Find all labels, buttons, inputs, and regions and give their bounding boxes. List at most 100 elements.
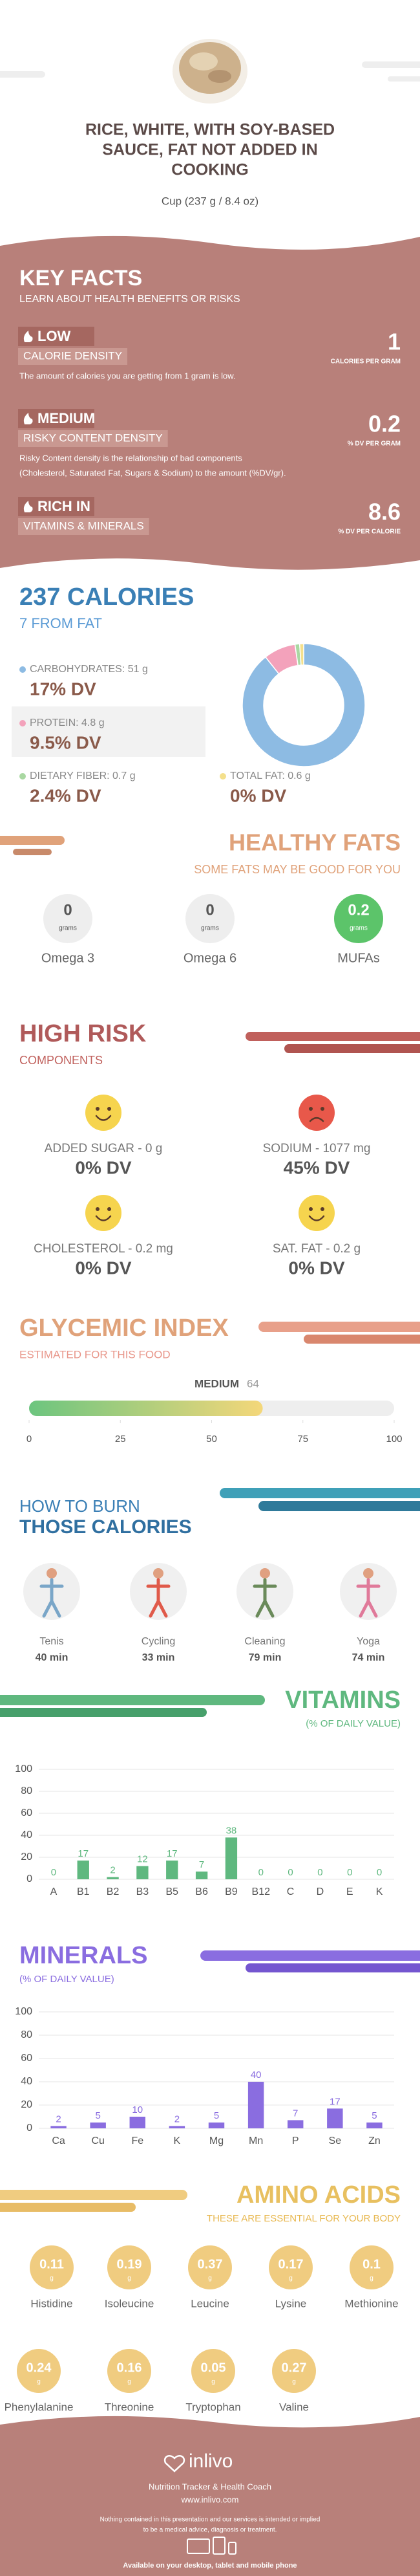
fact-description: (Cholesterol, Saturated Fat, Sugars & So… xyxy=(19,468,286,477)
bar xyxy=(166,1861,178,1879)
fact-description: The amount of calories you are getting f… xyxy=(19,371,236,380)
risk-dv: 0% DV xyxy=(75,1258,131,1278)
food-image xyxy=(173,39,247,104)
legend-label: DIETARY FIBER: 0.7 g xyxy=(30,770,136,781)
badge-icon xyxy=(23,501,33,512)
bar xyxy=(50,2126,67,2128)
amino-value: 0.19 xyxy=(117,2257,142,2271)
fat-name: Omega 3 xyxy=(41,951,94,965)
fat-name: Omega 6 xyxy=(184,951,236,965)
amino-name: Threonine xyxy=(105,2401,154,2413)
activity-name: Yoga xyxy=(357,1636,380,1647)
fact-name-background xyxy=(18,430,168,447)
gi-level: MEDIUM xyxy=(194,1377,239,1390)
activity-figure xyxy=(356,1578,381,1618)
amino-circle xyxy=(30,2245,74,2289)
dv-label: 9.5% DV xyxy=(30,732,101,752)
bar-value-label: 0 xyxy=(258,1867,264,1878)
amino-name: Isoleucine xyxy=(105,2297,154,2309)
y-tick-label: 80 xyxy=(21,1785,32,1796)
legend-band xyxy=(12,706,205,757)
risk-label: SAT. FAT - 0.2 g xyxy=(273,1242,361,1256)
section-title: THOSE CALORIES xyxy=(19,1516,192,1538)
x-tick-label: B3 xyxy=(136,1886,149,1897)
y-tick-label: 100 xyxy=(15,1763,32,1774)
logo-heart xyxy=(163,2455,185,2472)
dv-label: 2.4% DV xyxy=(30,785,101,805)
bar xyxy=(247,2082,264,2128)
disclaimer: to be a medical advice, diagnosis or tre… xyxy=(143,2527,277,2534)
bar-value-label: 0 xyxy=(51,1867,56,1878)
bar-value-label: 7 xyxy=(293,2108,298,2119)
donut-slice xyxy=(299,643,304,666)
amino-circle xyxy=(107,2349,151,2393)
bar xyxy=(90,2123,106,2128)
activity-figure xyxy=(253,1578,277,1618)
legend-label: TOTAL FAT: 0.6 g xyxy=(230,770,311,781)
face xyxy=(299,1195,335,1231)
badge-icon xyxy=(23,413,33,424)
y-tick-label: 20 xyxy=(21,2099,32,2110)
face-mouth xyxy=(308,1215,325,1221)
y-tick-label: 20 xyxy=(21,1851,32,1862)
activity-head xyxy=(363,1568,373,1578)
x-tick-label: B2 xyxy=(107,1886,120,1897)
amino-value: 0.11 xyxy=(39,2257,64,2271)
bar-value-label: 2 xyxy=(56,2113,61,2124)
section-title: KEY FACTS xyxy=(19,266,142,290)
x-tick-label: C xyxy=(287,1886,295,1897)
legend-label: PROTEIN: 4.8 g xyxy=(30,717,105,728)
section-title: AMINO ACIDS xyxy=(236,2181,401,2209)
legend-label: CARBOHYDRATES: 51 g xyxy=(30,664,148,675)
amino-value: 0.05 xyxy=(201,2361,226,2375)
amino-name: Valine xyxy=(279,2401,309,2413)
url: www.inlivo.com xyxy=(181,2494,239,2504)
activity-name: Cycling xyxy=(142,1636,175,1647)
fat-name: MUFAs xyxy=(337,951,380,965)
face-eye xyxy=(309,1107,313,1111)
amino-unit: g xyxy=(289,2275,293,2282)
face-eye xyxy=(309,1207,313,1211)
face-eye xyxy=(96,1107,100,1111)
title: COOKING xyxy=(171,161,248,179)
risk-label: SODIUM - 1077 mg xyxy=(263,1142,371,1155)
fat-circle xyxy=(334,894,383,943)
amino-name: Tryptophan xyxy=(185,2401,240,2413)
bar xyxy=(288,2120,304,2128)
fact-unit: CALORIES PER GRAM xyxy=(331,358,401,366)
fat-circle xyxy=(185,894,235,943)
section-title: HEALTHY FATS xyxy=(229,829,401,856)
amino-unit: g xyxy=(292,2379,296,2386)
section-subtitle: COMPONENTS xyxy=(19,1054,103,1067)
x-tick-label: K xyxy=(174,2135,181,2146)
legend-swatch xyxy=(19,666,26,673)
activity-time: 74 min xyxy=(352,1652,385,1663)
bar-value-label: 2 xyxy=(110,1865,115,1876)
bar-value-label: 17 xyxy=(78,1848,89,1859)
x-tick-label: D xyxy=(317,1886,324,1897)
badge-label: LOW xyxy=(37,328,71,344)
amino-unit: g xyxy=(211,2379,215,2386)
section-subtitle: (% OF DAILY VALUE) xyxy=(19,1974,114,1985)
brand: inlivo xyxy=(189,2450,233,2472)
section-title: GLYCEMIC INDEX xyxy=(19,1315,229,1342)
amino-value: 0.1 xyxy=(362,2257,381,2271)
serving: Cup (237 g / 8.4 oz) xyxy=(162,195,258,207)
face-eye xyxy=(107,1207,111,1211)
fat-value: 0.2 xyxy=(348,901,369,919)
x-tick-label: B6 xyxy=(195,1886,208,1897)
bar xyxy=(136,1866,149,1879)
bar xyxy=(366,2123,383,2128)
bar-value-label: 17 xyxy=(330,2096,341,2107)
risk-label: CHOLESTEROL - 0.2 mg xyxy=(34,1242,173,1256)
amino-circle xyxy=(188,2245,232,2289)
section-subtitle: 7 FROM FAT xyxy=(19,615,102,631)
x-tick-label: B5 xyxy=(165,1886,178,1897)
y-tick-label: 40 xyxy=(21,1829,32,1840)
bar-value-label: 7 xyxy=(199,1859,204,1870)
bar-value-label: 0 xyxy=(377,1867,382,1878)
amino-unit: g xyxy=(127,2275,131,2282)
activity-time: 40 min xyxy=(36,1652,68,1663)
